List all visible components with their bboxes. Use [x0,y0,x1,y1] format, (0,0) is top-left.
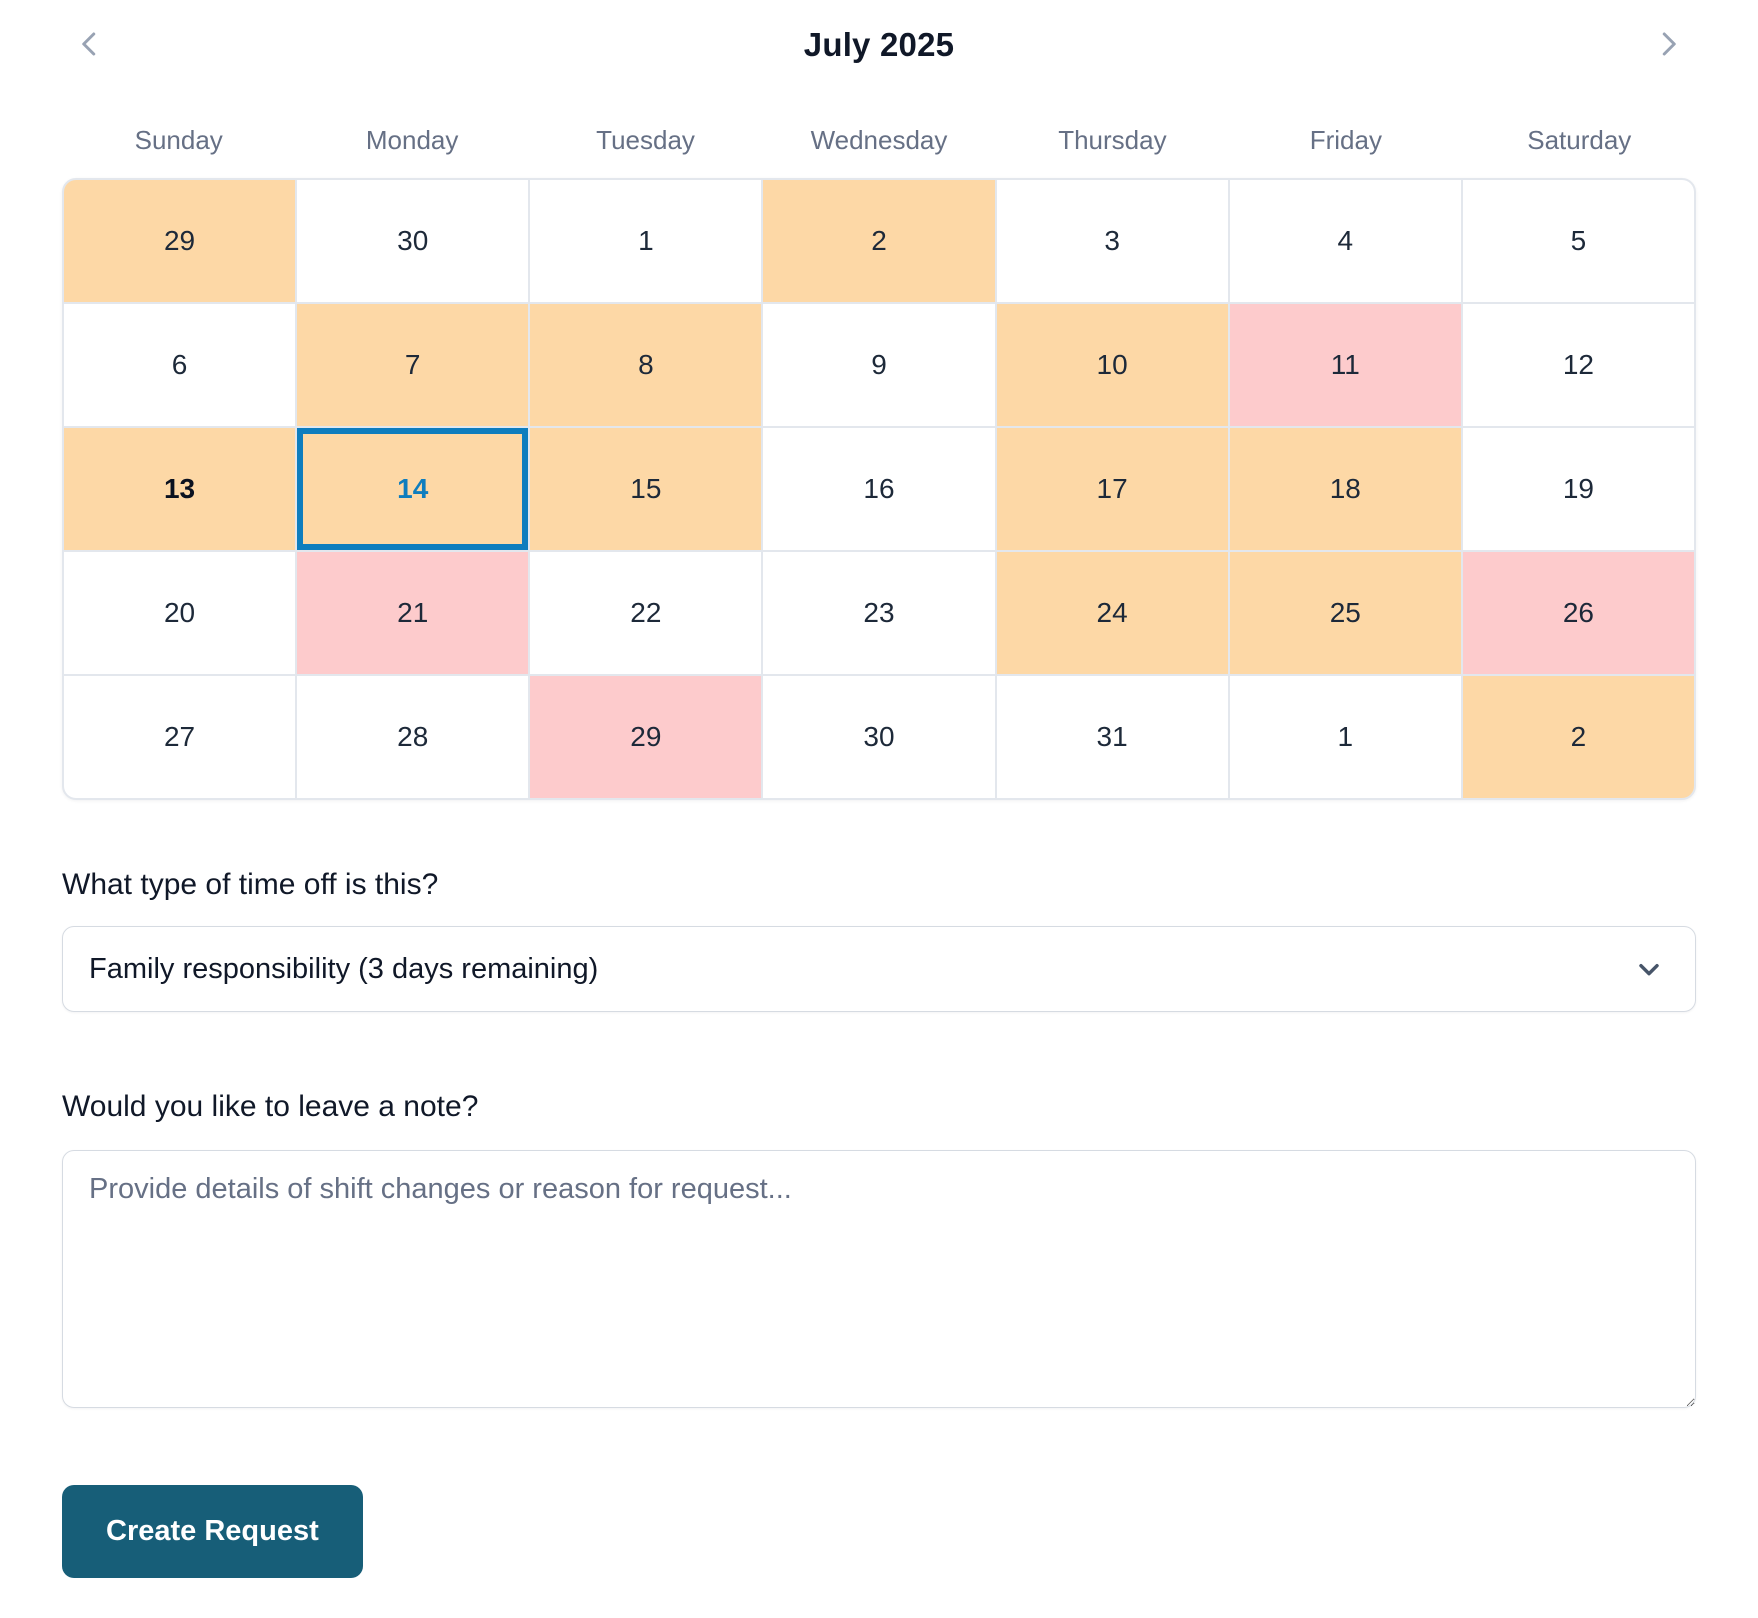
calendar-day-cell-3[interactable]: 3 [996,180,1228,302]
day-header-wednesday: Wednesday [810,124,948,155]
calendar-day-cell-8[interactable]: 8 [530,304,762,426]
day-number-label: 30 [863,721,895,752]
chevron-right-icon [1653,29,1683,62]
day-number-label: 1 [638,225,654,256]
day-header-saturday: Saturday [1527,124,1632,155]
calendar-day-cell-26[interactable]: 26 [1462,552,1694,674]
calendar-day-cell-2[interactable]: 2 [763,180,995,302]
calendar-day-cell-19[interactable]: 19 [1462,428,1694,550]
calendar-day-cell-18[interactable]: 18 [1229,428,1461,550]
chevron-down-icon [1633,953,1665,985]
day-number-label: 4 [1337,225,1354,256]
day-number-label: 22 [630,597,662,628]
calendar-day-cell-23[interactable]: 23 [763,552,995,674]
calendar-day-cell-9[interactable]: 9 [763,304,995,426]
day-number-label: 10 [1096,349,1128,380]
day-number-label: 29 [630,721,662,752]
calendar-day-cell-7[interactable]: 7 [297,304,529,426]
calendar-day-cell-17[interactable]: 17 [996,428,1228,550]
day-header-sunday: Sunday [134,124,223,155]
calendar-day-cell-2[interactable]: 2 [1462,676,1694,798]
calendar-day-cell-28[interactable]: 28 [297,676,529,798]
calendar-day-cell-30[interactable]: 30 [763,676,995,798]
day-number-label: 27 [163,721,196,752]
day-number-label: 21 [397,597,429,628]
calendar-day-cell-22[interactable]: 22 [530,552,762,674]
calendar-day-cell-5[interactable]: 5 [1462,180,1694,302]
chevron-left-icon [75,29,105,62]
time-off-type-label: What type of time off is this? [62,868,439,901]
day-number-label: 5 [1570,225,1587,256]
day-number-label: 11 [1330,349,1360,380]
day-number-label: 15 [630,473,662,504]
calendar-day-cell-25[interactable]: 25 [1229,552,1461,674]
day-number-label: 2 [1570,721,1587,752]
time-off-type-value: Family responsibility (3 days remaining) [89,952,599,985]
day-number-label: 23 [863,597,895,628]
day-number-label: 18 [1329,473,1361,504]
day-number-label: 7 [404,349,421,380]
calendar-day-cell-27[interactable]: 27 [64,676,296,798]
time-off-type-select[interactable]: Family responsibility (3 days remaining) [62,926,1696,1012]
calendar-day-cell-1[interactable]: 1 [530,180,762,302]
day-number-label: 31 [1096,721,1128,752]
day-number-label: 30 [397,225,429,256]
day-number-label: 8 [638,349,654,380]
day-number-label: 25 [1329,597,1361,628]
calendar-day-cell-13[interactable]: 13 [64,428,296,550]
calendar-day-cell-31[interactable]: 31 [996,676,1228,798]
next-month-button[interactable] [1646,23,1690,67]
day-number-label: 17 [1096,473,1128,504]
calendar-day-cell-12[interactable]: 12 [1462,304,1694,426]
day-number-label: 9 [871,349,887,380]
calendar-grid: 29 30 1 2 3 4 5 6 7 8 9 10 11 12 13 14 15 16 17 18 19 20 21 22 2… [62,178,1696,800]
day-number-label: 6 [171,349,188,380]
day-number-label: 26 [1562,597,1594,628]
calendar-header: July 2025 [62,0,1696,90]
calendar-day-cell-11[interactable]: 11 [1229,304,1461,426]
calendar-day-cell-1[interactable]: 1 [1229,676,1461,798]
calendar-day-cell-30[interactable]: 30 [297,180,529,302]
note-label: Would you like to leave a note? [62,1090,479,1123]
day-number-label: 1 [1337,721,1354,752]
day-header-tuesday: Tuesday [596,124,695,155]
month-title: July 2025 [803,26,955,63]
calendar-day-cell-24[interactable]: 24 [996,552,1228,674]
calendar-day-cell-14[interactable]: 14 [297,428,529,550]
day-number-label: 2 [871,225,887,256]
day-number-label: 14 [397,473,429,504]
day-number-label: 3 [1104,225,1120,256]
day-number-label: 20 [163,597,196,628]
day-number-label: 16 [863,473,895,504]
day-number-label: 28 [397,721,429,752]
calendar-day-cell-10[interactable]: 10 [996,304,1228,426]
day-number-label: 19 [1562,473,1594,504]
day-header-monday: Monday [365,124,459,155]
day-number-label: 24 [1096,597,1128,628]
calendar-day-cell-29[interactable]: 29 [64,180,296,302]
day-number-label: 13 [163,473,196,504]
calendar-day-cell-15[interactable]: 15 [530,428,762,550]
time-off-request-panel: July 2025 Sunday Monday Tuesday Wednesday Th… [62,0,1696,1578]
create-request-button[interactable]: Create Request [62,1485,363,1578]
note-textarea[interactable] [62,1150,1696,1408]
prev-month-button[interactable] [68,23,112,67]
day-header-thursday: Thursday [1058,124,1167,155]
calendar-day-headers: Sunday Monday Tuesday Wednesday Thursday Frid… [62,116,1696,164]
calendar-day-cell-4[interactable]: 4 [1229,180,1461,302]
calendar-day-cell-29[interactable]: 29 [530,676,762,798]
calendar-day-cell-21[interactable]: 21 [297,552,529,674]
calendar-day-cell-20[interactable]: 20 [64,552,296,674]
calendar-day-cell-16[interactable]: 16 [763,428,995,550]
day-number-label: 29 [163,225,196,256]
calendar-day-cell-6[interactable]: 6 [64,304,296,426]
day-number-label: 12 [1562,349,1594,380]
day-header-friday: Friday [1309,124,1382,155]
